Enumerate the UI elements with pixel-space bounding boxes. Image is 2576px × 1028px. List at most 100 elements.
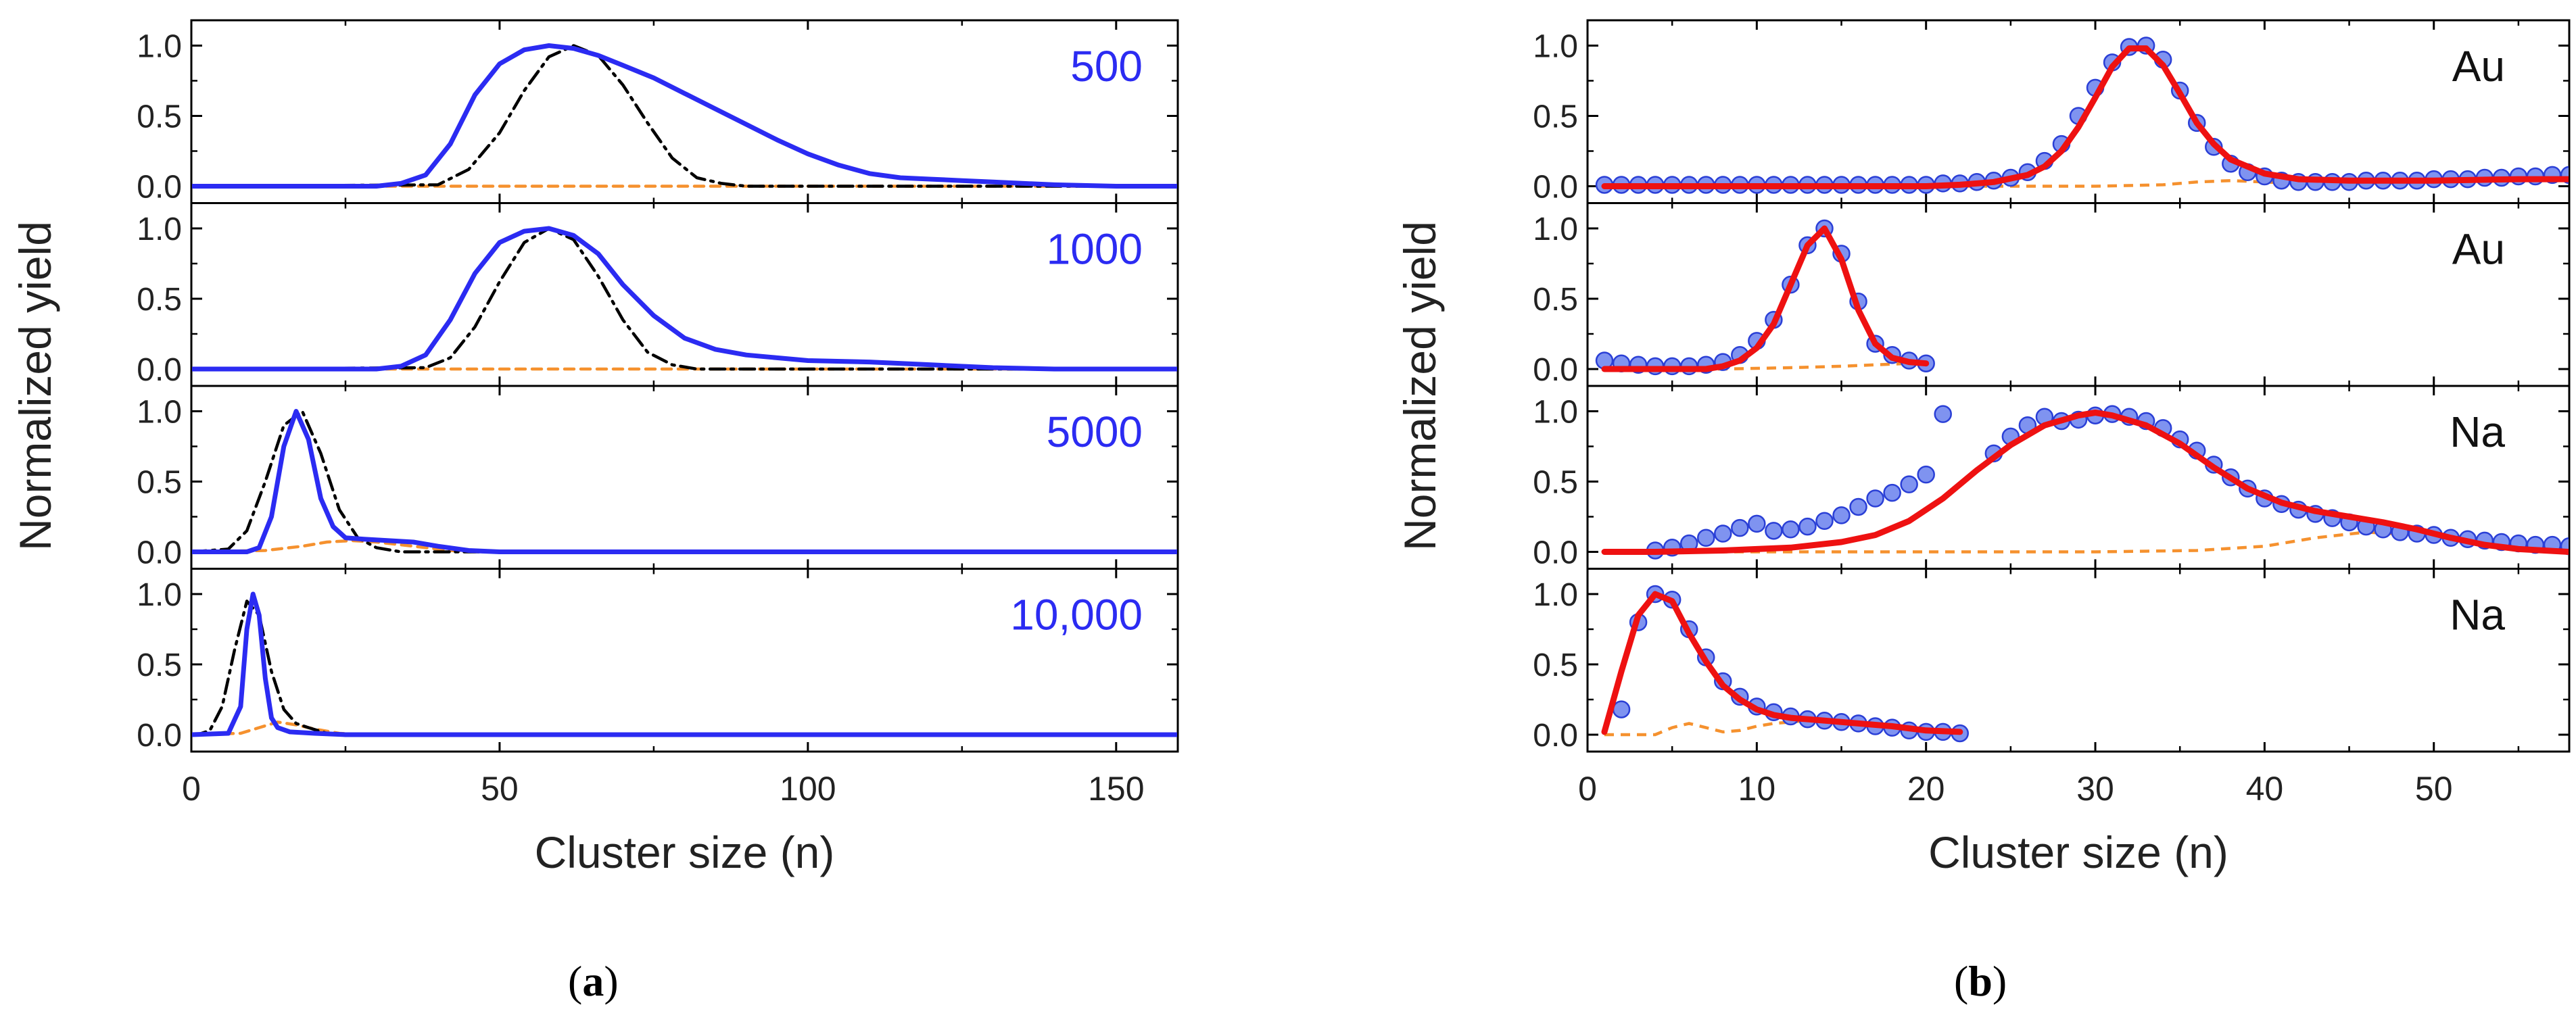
y-tick-label: 1.0 (137, 577, 182, 613)
x-tick-label: 50 (481, 770, 519, 808)
subplot-label: Au (2452, 225, 2505, 274)
chart-panel-b: 0.0 0.5 1.0 Au 0.0 0.5 1.0 Au 0.0 0.5 1.0 Na 0.0 0.5 1… (1395, 19, 2571, 877)
subplot-label: 1000 (1047, 225, 1143, 274)
plot-area-3 (1601, 405, 2569, 560)
y-tick-label: 0.5 (137, 647, 182, 683)
series-line-solid-blue (192, 591, 1177, 737)
fit-line (1601, 591, 1963, 735)
plot-area-2 (192, 226, 1177, 372)
subplot-label: Au (2452, 42, 2505, 91)
series-line-dashdot-black (192, 44, 1177, 188)
panel-b-subplot-4: 0.0 0.5 1.0 Na (1533, 568, 2571, 754)
y-tick-label: 1.0 (1533, 28, 1578, 64)
y-tick-label: 1.0 (1533, 394, 1578, 430)
y-tick-label: 0.0 (1533, 352, 1578, 388)
data-point (1883, 483, 1901, 502)
y-tick-label: 0.5 (137, 99, 182, 134)
plot-area-4 (192, 591, 1177, 737)
data-point (1900, 475, 1918, 493)
plot-area-3 (192, 409, 1177, 554)
x-axis-label: Cluster size (n) (535, 827, 835, 877)
subplot-frame (1586, 568, 2571, 753)
subplot-frame (190, 19, 1179, 204)
x-tick-label: 50 (2415, 770, 2453, 808)
y-tick-label: 1.0 (1533, 577, 1578, 613)
series-line-dashdot-black (192, 410, 1177, 554)
x-tick-label: 0 (182, 770, 201, 808)
subplot-label: 500 (1070, 42, 1143, 91)
data-point (1731, 518, 1749, 537)
x-tick-label: 100 (780, 770, 836, 808)
panel-a-subplot-2: 0.0 0.5 1.0 1000 (137, 202, 1179, 388)
y-tick-label: 0.0 (1533, 718, 1578, 754)
y-tick-label: 0.5 (1533, 99, 1578, 134)
y-tick-label: 0.5 (137, 282, 182, 318)
data-point (1934, 405, 1952, 423)
subplot-frame (190, 202, 1179, 387)
y-tick-label: 0.0 (137, 718, 182, 754)
fit-line (1601, 225, 1930, 372)
data-point (1815, 512, 1834, 531)
y-tick-label: 0.0 (137, 535, 182, 571)
data-point (1849, 497, 1867, 516)
panel-a-subplot-3: 0.0 0.5 1.0 5000 (137, 385, 1179, 571)
x-tick-label: 0 (1578, 770, 1597, 808)
data-point (1782, 520, 1800, 539)
data-point (1748, 514, 1766, 533)
x-tick-label: 20 (1907, 770, 1945, 808)
series-line-solid-blue (192, 43, 1177, 189)
y-axis-label: Normalized yield (1395, 221, 1445, 551)
x-axis-label: Cluster size (n) (1928, 827, 2228, 877)
y-tick-label: 1.0 (137, 394, 182, 430)
panel-a-subplot-4: 0.0 0.5 1.0 10,000 (137, 568, 1179, 754)
data-point (1832, 506, 1851, 524)
y-tick-label: 1.0 (1533, 212, 1578, 247)
data-point (1765, 522, 1783, 540)
subplot-frame (190, 568, 1179, 753)
data-point (1714, 524, 1732, 543)
series-line-dashdot-black (192, 226, 1177, 371)
fit-line (1601, 410, 2569, 555)
caption-a-letter: a (582, 957, 604, 1005)
panel-a-subplot-1: 0.0 0.5 1.0 500 (137, 19, 1179, 205)
plot-area-4 (1601, 585, 1970, 743)
series-line-solid-blue (192, 226, 1177, 372)
x-tick-label: 30 (2076, 770, 2114, 808)
panel-b-subplot-2: 0.0 0.5 1.0 Au (1533, 202, 2571, 388)
plot-area-1 (1595, 36, 2569, 194)
x-tick-label: 150 (1088, 770, 1144, 808)
caption-b-letter: b (1968, 957, 1993, 1005)
y-tick-label: 1.0 (137, 28, 182, 64)
y-tick-label: 0.0 (1533, 170, 1578, 205)
y-tick-label: 0.5 (1533, 282, 1578, 318)
y-tick-label: 1.0 (137, 212, 182, 247)
fit-line (1601, 45, 2569, 189)
data-point (1696, 529, 1715, 547)
plot-area-1 (192, 43, 1177, 189)
x-tick-label: 10 (1738, 770, 1776, 808)
x-tick-label: 40 (2246, 770, 2284, 808)
data-point (1798, 517, 1817, 536)
y-tick-label: 0.0 (1533, 535, 1578, 571)
data-point (1866, 489, 1884, 508)
data-point (1612, 700, 1631, 718)
subplot-label: Na (2450, 408, 2505, 456)
background-line (1604, 531, 2569, 554)
subplot-label: Na (2450, 591, 2505, 639)
plot-area-2 (1595, 219, 1935, 376)
data-point (1917, 465, 1935, 484)
y-tick-label: 0.5 (1533, 464, 1578, 500)
caption-b: (b) (1954, 957, 2007, 1005)
subplot-label: 5000 (1047, 408, 1143, 456)
panel-b-subplot-3: 0.0 0.5 1.0 Na (1533, 385, 2571, 571)
panel-b-subplot-1: 0.0 0.5 1.0 Au (1533, 19, 2571, 205)
caption-a: (a) (568, 957, 619, 1005)
y-tick-label: 0.5 (1533, 647, 1578, 683)
y-axis-label: Normalized yield (10, 221, 60, 551)
series-line-solid-blue (192, 409, 1177, 554)
y-tick-label: 0.5 (137, 464, 182, 500)
y-tick-label: 0.0 (137, 170, 182, 205)
subplot-label: 10,000 (1010, 591, 1143, 639)
